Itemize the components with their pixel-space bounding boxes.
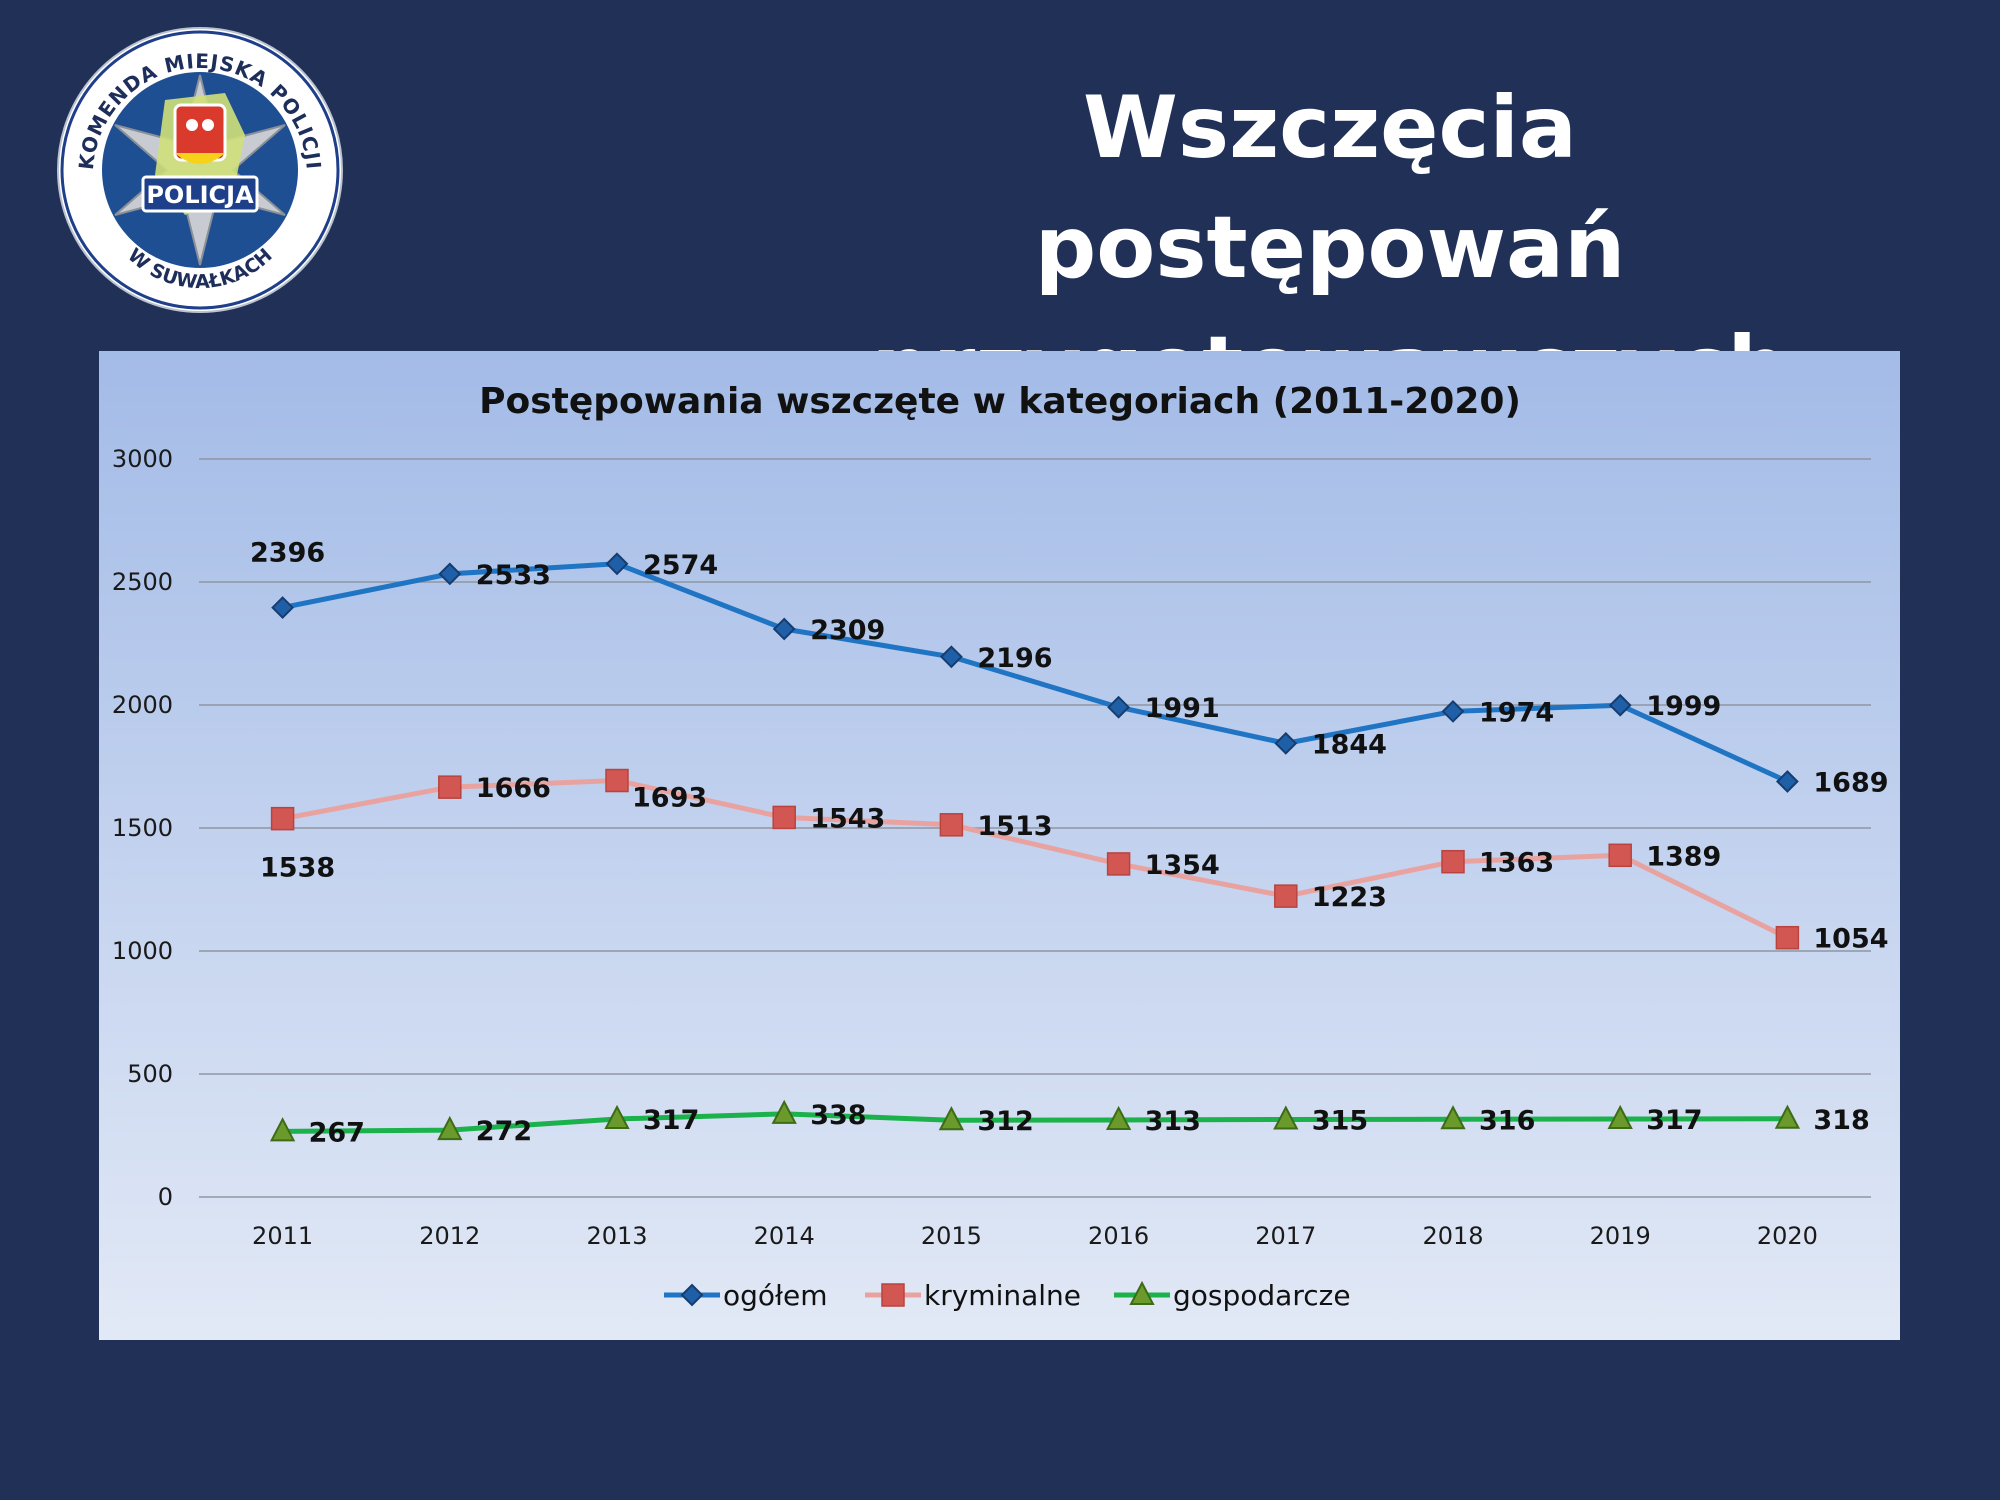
data-label: 317 — [1646, 1105, 1702, 1136]
x-tick-label: 2013 — [586, 1222, 647, 1250]
legend-label: gospodarcze — [1173, 1279, 1351, 1312]
data-label: 1844 — [1312, 729, 1387, 760]
data-label: 1999 — [1646, 691, 1721, 722]
x-tick-label: 2014 — [754, 1222, 815, 1250]
police-logo: POLICJA KOMENDA MIEJSKA POLICJI W SUWAŁK… — [57, 27, 343, 313]
data-label: 2574 — [643, 550, 718, 581]
x-tick-label: 2011 — [252, 1222, 313, 1250]
series-line-1 — [282, 561, 1789, 784]
x-tick-label: 2015 — [921, 1222, 982, 1250]
data-point — [1273, 1105, 1299, 1130]
data-label: 1689 — [1813, 768, 1888, 799]
data-point — [1107, 695, 1131, 719]
slide-title-line1: Wszczęcia postępowań — [1034, 78, 1626, 298]
data-point — [438, 562, 462, 586]
data-point — [771, 1099, 797, 1124]
data-label: 2396 — [250, 538, 325, 569]
data-point — [1607, 1104, 1633, 1130]
data-label: 2196 — [977, 643, 1052, 674]
legend-label: kryminalne — [924, 1279, 1081, 1312]
data-label: 267 — [309, 1117, 365, 1148]
data-label: 315 — [1312, 1106, 1368, 1137]
data-label: 313 — [1145, 1106, 1201, 1137]
data-point — [269, 1117, 296, 1142]
data-point — [1440, 1105, 1466, 1130]
data-point — [605, 768, 629, 793]
data-point — [1608, 693, 1632, 717]
data-label: 316 — [1479, 1105, 1535, 1136]
data-point — [437, 1115, 463, 1141]
data-point — [1775, 770, 1799, 793]
data-label: 1354 — [1145, 850, 1220, 881]
line-chart: Postępowania wszczęte w kategoriach (201… — [112, 381, 1889, 1312]
data-label: 1974 — [1479, 697, 1554, 728]
data-point — [605, 552, 629, 576]
data-point — [604, 1104, 630, 1130]
data-point — [1774, 1104, 1801, 1129]
data-label: 1538 — [260, 853, 335, 884]
x-tick-label: 2019 — [1590, 1222, 1651, 1250]
data-label: 318 — [1813, 1105, 1869, 1136]
data-label: 2309 — [810, 615, 885, 646]
data-point — [1106, 852, 1131, 876]
data-point — [938, 1106, 965, 1131]
data-label: 1666 — [476, 773, 551, 804]
data-label: 1991 — [1145, 693, 1220, 724]
data-label: 317 — [643, 1105, 699, 1136]
data-point — [1775, 925, 1800, 950]
y-tick-label: 1500 — [112, 814, 173, 842]
data-label: 1363 — [1479, 848, 1554, 879]
svg-text:POLICJA: POLICJA — [146, 181, 254, 209]
y-tick-label: 1000 — [112, 937, 173, 965]
legend-label: ogółem — [723, 1279, 828, 1312]
y-tick-label: 500 — [127, 1060, 173, 1088]
legend-marker — [680, 1283, 704, 1307]
y-tick-label: 0 — [158, 1183, 173, 1211]
legend-marker — [1129, 1280, 1155, 1305]
data-point — [939, 813, 964, 837]
data-point — [772, 617, 796, 641]
data-label: 338 — [810, 1100, 866, 1131]
x-tick-label: 2018 — [1422, 1222, 1483, 1250]
data-point — [772, 805, 796, 830]
data-label: 2533 — [476, 560, 551, 591]
y-tick-label: 3000 — [112, 445, 173, 473]
data-label: 1054 — [1813, 924, 1888, 955]
legend-marker — [881, 1283, 905, 1307]
data-label: 1543 — [810, 803, 885, 834]
chart-title: Postępowania wszczęte w kategoriach (201… — [479, 381, 1521, 422]
data-point — [438, 775, 462, 799]
series-line-2 — [282, 778, 1789, 940]
data-point — [1274, 884, 1298, 908]
data-point — [270, 806, 295, 831]
data-point — [1441, 699, 1465, 723]
data-label: 1389 — [1646, 841, 1721, 872]
chart-panel: Postępowania wszczęte w kategoriach (201… — [99, 351, 1900, 1340]
data-point — [1105, 1105, 1132, 1131]
y-tick-label: 2500 — [112, 568, 173, 596]
x-tick-label: 2016 — [1088, 1222, 1149, 1250]
data-label: 1223 — [1312, 882, 1387, 913]
data-label: 272 — [476, 1116, 532, 1147]
x-tick-label: 2020 — [1757, 1222, 1818, 1250]
data-label: 1513 — [977, 811, 1052, 842]
data-label: 312 — [977, 1106, 1033, 1137]
x-tick-label: 2012 — [419, 1222, 480, 1250]
data-point — [939, 645, 963, 669]
data-point — [1608, 843, 1632, 868]
data-point — [271, 596, 295, 619]
x-tick-label: 2017 — [1255, 1222, 1316, 1250]
data-point — [1274, 731, 1298, 755]
series-line-3 — [282, 1111, 1788, 1134]
y-tick-label: 2000 — [112, 691, 173, 719]
data-point — [1441, 849, 1465, 874]
data-label: 1693 — [632, 783, 707, 814]
